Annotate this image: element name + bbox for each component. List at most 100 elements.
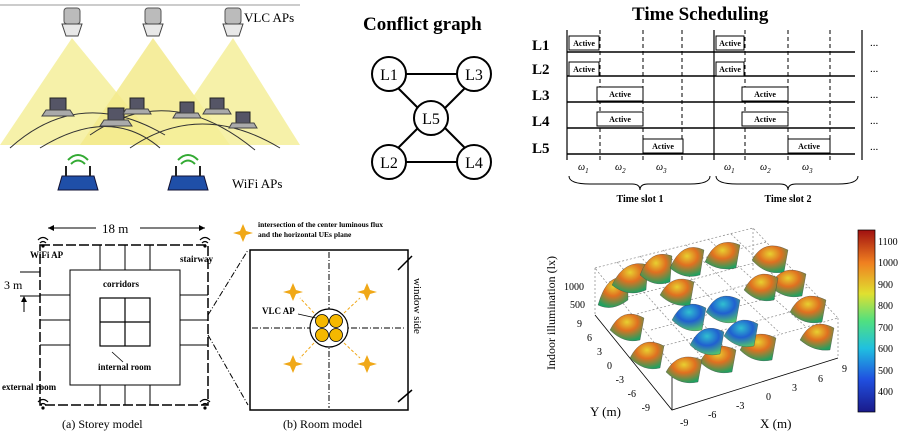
- illumination-chart: 1000 500 Indoor illumination (lx) 9 6 3 …: [544, 227, 898, 431]
- y-tick: -9: [642, 403, 650, 414]
- room-model: intersection of the center luminous flux…: [233, 220, 423, 431]
- wifi-icon: [199, 236, 211, 248]
- node-l1-label: L1: [380, 67, 398, 84]
- x-tick: 3: [792, 383, 797, 394]
- vlc-aps-label: VLC APs: [244, 10, 294, 25]
- node-l5-label: L5: [422, 111, 440, 128]
- schedule-title: Time Scheduling: [632, 4, 769, 25]
- x-tick: -6: [708, 410, 716, 421]
- omega-label: ω1: [578, 162, 589, 175]
- node-l3-label: L3: [465, 67, 483, 84]
- colorbar-tick: 900: [878, 280, 893, 291]
- omega-label: ω2: [760, 162, 771, 175]
- star-icon: [357, 355, 377, 373]
- colorbar-tick: 1000: [878, 258, 898, 269]
- storey-caption: (a) Storey model: [62, 417, 143, 431]
- wifi-aps-label: WiFi APs: [232, 176, 282, 191]
- wifi-icon: [37, 236, 49, 248]
- laptop-icon: [122, 97, 152, 115]
- active-box: Active: [573, 39, 595, 48]
- colorbar: [857, 229, 876, 413]
- time-slot-label: Time slot 2: [764, 194, 811, 205]
- node-l5: [413, 100, 449, 136]
- x-tick: 6: [818, 374, 823, 385]
- window-side-label: window side: [411, 278, 423, 334]
- colorbar-tick: 600: [878, 344, 893, 355]
- active-box: Active: [573, 65, 595, 74]
- active-box: Active: [754, 115, 776, 124]
- x-tick: 0: [766, 392, 771, 403]
- colorbar-tick: 800: [878, 301, 893, 312]
- ellipsis: ...: [870, 89, 879, 101]
- row-label: L5: [532, 141, 550, 157]
- internal-room-label: internal room: [98, 362, 152, 372]
- laptop-icon: [202, 97, 232, 115]
- x-axis-label: X (m): [760, 416, 791, 431]
- room-caption: (b) Room model: [283, 417, 363, 431]
- laptop-icon: [172, 101, 202, 119]
- vlc-bulb-icon: [142, 7, 164, 37]
- active-box: Active: [719, 65, 741, 74]
- x-tick: -3: [736, 401, 744, 412]
- omega-label: ω2: [615, 162, 626, 175]
- corridors-label: corridors: [103, 279, 139, 289]
- node-l4: [456, 144, 492, 180]
- star-icon: [283, 283, 303, 301]
- time-scheduling: Time Scheduling L1 L2 L3 L4 L5: [532, 4, 879, 205]
- active-box: Active: [719, 39, 741, 48]
- stairway-label: stairway: [180, 254, 213, 264]
- ellipsis: ...: [870, 115, 879, 127]
- vlc-ap-label: VLC AP: [262, 306, 295, 316]
- legend-line-2: and the horizontal UEs plane: [258, 230, 352, 239]
- omega-label: ω3: [656, 162, 667, 175]
- active-box: Active: [754, 90, 776, 99]
- star-icon: [283, 355, 303, 373]
- vlc-bulb-icon: [222, 7, 244, 37]
- laptop-icon: [99, 107, 133, 127]
- ellipsis: ...: [870, 141, 879, 153]
- y-axis-label: Y (m): [590, 404, 621, 419]
- row-label: L3: [532, 88, 550, 104]
- active-box: Active: [609, 90, 631, 99]
- omega-label: ω1: [724, 162, 735, 175]
- node-l1: [371, 56, 407, 92]
- vlc-scenario: VLC APs WiFi APs: [0, 4, 300, 191]
- row-label: L4: [532, 114, 550, 130]
- y-tick: 3: [597, 347, 602, 358]
- y-tick: -3: [616, 375, 624, 386]
- wifi-icon: [199, 398, 211, 410]
- row-label: L2: [532, 62, 550, 78]
- x-tick: 9: [842, 364, 847, 375]
- node-l2-label: L2: [380, 155, 398, 172]
- y-tick: 0: [607, 361, 612, 372]
- omega-label: ω3: [802, 162, 813, 175]
- y-tick: 6: [587, 333, 592, 344]
- active-box: Active: [652, 142, 674, 151]
- wifi-router-icon: [167, 154, 209, 191]
- colorbar-tick: 400: [878, 387, 893, 398]
- y-tick: -6: [628, 389, 636, 400]
- vlc-ap: [309, 308, 349, 348]
- colorbar-tick: 700: [878, 323, 893, 334]
- legend-line-1: intersection of the center luminous flux: [258, 220, 383, 229]
- node-l4-label: L4: [465, 155, 483, 172]
- active-box: Active: [798, 142, 820, 151]
- vlc-bulb-icon: [61, 7, 83, 37]
- laptop-icon: [41, 97, 75, 117]
- colorbar-tick: 500: [878, 366, 893, 377]
- active-box: Active: [609, 115, 631, 124]
- star-icon: [357, 283, 377, 301]
- wifi-icon: [37, 398, 49, 410]
- node-l3: [456, 56, 492, 92]
- width-label: 18 m: [102, 221, 128, 236]
- wifi-ap-label: WiFi AP: [30, 250, 64, 260]
- ellipsis: ...: [870, 63, 879, 75]
- height-label: 3 m: [4, 278, 23, 292]
- y-tick: 9: [577, 319, 582, 330]
- z-tick: 500: [570, 300, 585, 311]
- time-slot-label: Time slot 1: [616, 194, 663, 205]
- laptop-icon: [228, 111, 258, 129]
- z-axis-label: Indoor illumination (lx): [544, 256, 558, 370]
- colorbar-tick: 1100: [878, 237, 898, 248]
